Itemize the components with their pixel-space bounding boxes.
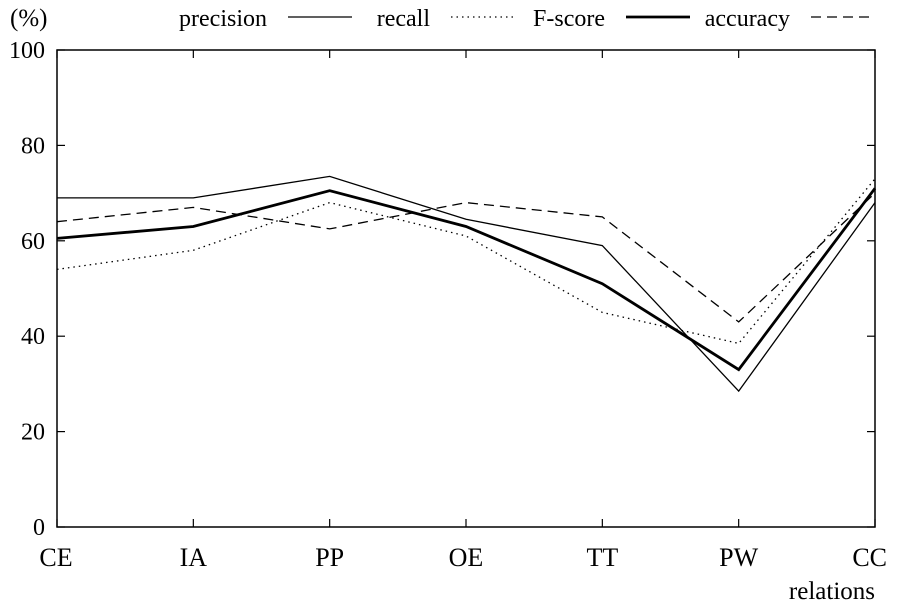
y-tick-label: 60 <box>21 229 45 255</box>
x-tick-label-cc: CC <box>852 543 887 572</box>
legend-label-precision: precision <box>179 6 267 32</box>
y-tick-label: 20 <box>21 420 45 446</box>
x-tick-label-ia: IA <box>180 543 208 572</box>
legend-label-recall: recall <box>377 6 431 32</box>
y-tick-labels: 0 20 40 60 80 100 <box>9 38 45 541</box>
legend-label-accuracy: accuracy <box>705 6 790 32</box>
y-tick-label: 0 <box>33 515 45 541</box>
plot-area-frame <box>56 49 876 528</box>
y-tick-label: 40 <box>21 324 45 350</box>
x-tick-label-tt: TT <box>586 543 618 572</box>
series-line-f-score <box>56 187 877 372</box>
axis-ticks <box>56 49 876 528</box>
series-layer <box>56 175 877 393</box>
series-line-accuracy <box>56 192 876 323</box>
y-tick-label: 80 <box>21 133 45 159</box>
x-axis-label: relations <box>789 578 875 605</box>
y-axis-label: (%) <box>10 5 47 32</box>
series-line-recall <box>56 178 876 345</box>
x-tick-label-pw: PW <box>719 543 758 572</box>
x-tick-label-oe: OE <box>449 543 484 572</box>
series-line-precision <box>57 175 876 393</box>
y-tick-label: 100 <box>9 38 45 64</box>
x-tick-labels: CE IA PP OE TT PW CC <box>39 543 887 572</box>
x-tick-label-pp: PP <box>315 543 344 572</box>
legend: precision recall F-score accuracy <box>179 6 875 32</box>
legend-label-f-score: F-score <box>533 6 605 32</box>
x-tick-label-ce: CE <box>39 543 72 572</box>
